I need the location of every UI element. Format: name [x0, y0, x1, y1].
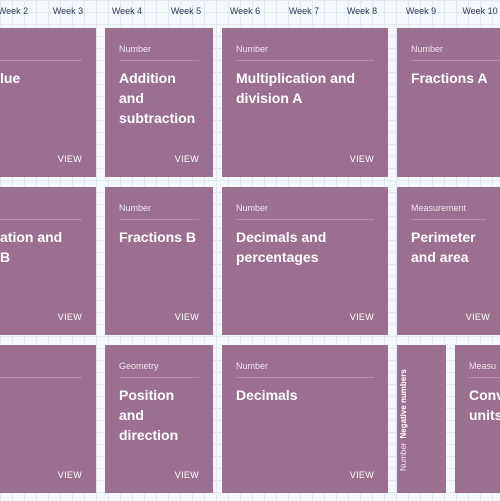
- card-category: Number: [236, 44, 269, 54]
- view-link[interactable]: VIEW: [174, 470, 199, 480]
- view-link[interactable]: VIEW: [349, 154, 374, 164]
- week-label: Week 8: [346, 6, 378, 16]
- card-category: Number: [236, 361, 269, 371]
- unit-card-perimeter-area[interactable]: Measurement Perimeter and area VIEW: [397, 187, 500, 335]
- card-category: Number: [119, 203, 152, 213]
- card-divider: [119, 377, 199, 378]
- unit-card-row3-first[interactable]: VIEW: [0, 345, 96, 493]
- card-title: Negative numbers: [399, 369, 408, 439]
- card-title: Fractions A: [411, 70, 488, 86]
- unit-card-addition-subtraction[interactable]: Number Addition and subtraction VIEW: [105, 28, 213, 177]
- card-divider: [236, 219, 374, 220]
- card-title: Position and direction: [119, 387, 179, 443]
- view-link[interactable]: VIEW: [349, 312, 374, 322]
- card-title: ation and B: [0, 229, 63, 265]
- unit-card-multiplication-division-a[interactable]: Number Multiplication and division A VIE…: [222, 28, 388, 177]
- week-label: Week 7: [288, 6, 320, 16]
- card-divider: [0, 219, 82, 220]
- card-title: Fractions B: [119, 229, 197, 245]
- card-divider: [119, 60, 199, 61]
- unit-card-multiplication-division-b[interactable]: ation and B VIEW: [0, 187, 96, 335]
- view-link[interactable]: VIEW: [174, 312, 199, 322]
- card-category: Number: [236, 203, 269, 213]
- card-title: Decimals and percentages: [236, 229, 327, 265]
- card-divider: [0, 377, 82, 378]
- unit-card-fractions-b[interactable]: Number Fractions B VIEW: [105, 187, 213, 335]
- card-divider: [469, 377, 500, 378]
- unit-card-decimals-percentages[interactable]: Number Decimals and percentages VIEW: [222, 187, 388, 335]
- view-link[interactable]: VIEW: [465, 312, 490, 322]
- week-label: Week 4: [111, 6, 143, 16]
- week-label: Week 5: [170, 6, 202, 16]
- card-divider: [236, 377, 374, 378]
- view-link[interactable]: VIEW: [57, 312, 82, 322]
- view-link[interactable]: VIEW: [174, 154, 199, 164]
- unit-card-decimals[interactable]: Number Decimals VIEW: [222, 345, 388, 493]
- card-category: Number: [411, 44, 444, 54]
- unit-card-negative-numbers[interactable]: Number Negative numbers: [397, 345, 446, 493]
- card-title: Perimeter and area: [411, 229, 476, 265]
- card-divider: [411, 60, 500, 61]
- unit-card-fractions-a[interactable]: Number Fractions A: [397, 28, 500, 177]
- unit-card-converting-units[interactable]: Measu Conv units: [455, 345, 500, 493]
- card-title: lue: [0, 70, 21, 86]
- week-label: Week 6: [229, 6, 261, 16]
- week-header: Week 2 Week 3 Week 4 Week 5 Week 6 Week …: [0, 0, 500, 22]
- card-divider: [119, 219, 199, 220]
- week-label: Week 9: [405, 6, 437, 16]
- card-title: Decimals: [236, 387, 298, 403]
- week-label: Week 2: [0, 6, 29, 16]
- card-category: Number: [119, 44, 152, 54]
- card-divider: [0, 60, 82, 61]
- card-category: Measu: [469, 361, 497, 371]
- card-title: Conv units: [469, 387, 500, 423]
- card-category: Geometry: [119, 361, 159, 371]
- card-divider: [411, 219, 486, 220]
- card-vertical-label: Number Negative numbers: [399, 369, 408, 471]
- card-category: Number: [399, 442, 408, 471]
- week-label: Week 10: [462, 6, 498, 16]
- card-category: Measurement: [411, 203, 467, 213]
- view-link[interactable]: VIEW: [349, 470, 374, 480]
- view-link[interactable]: VIEW: [57, 154, 82, 164]
- card-divider: [236, 60, 374, 61]
- card-title: Addition and subtraction: [119, 70, 196, 126]
- card-title: Multiplication and division A: [236, 70, 355, 106]
- view-link[interactable]: VIEW: [57, 470, 82, 480]
- unit-card-position-direction[interactable]: Geometry Position and direction VIEW: [105, 345, 213, 493]
- unit-card-place-value[interactable]: lue VIEW: [0, 28, 96, 177]
- week-label: Week 3: [52, 6, 84, 16]
